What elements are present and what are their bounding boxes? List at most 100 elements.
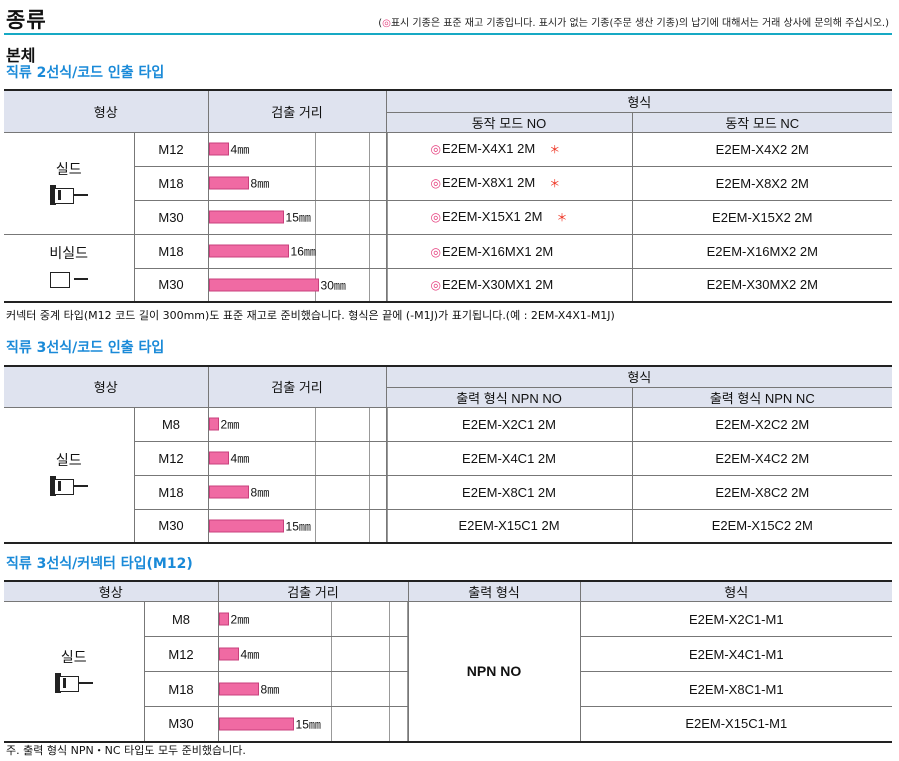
distance-label: 15㎜ [285,210,311,225]
size-cell: M8 [143,601,219,637]
col-distance: 검출 거리 [217,580,409,602]
distance-cell: 8㎜ [217,671,409,707]
col-model: 형식 [579,580,893,602]
model-no-cell: E2EM-X8C1 2M [385,474,633,510]
distance-label: 2㎜ [230,612,250,627]
shielded-sensor-icon [49,184,88,205]
nonshielded-sensor-icon [49,269,88,289]
body-heading: 본체 [6,46,36,65]
col-distance: 검출 거리 [207,365,387,408]
model-cell: E2EM-X4C1-M1 [579,636,893,672]
table-row: M30 30㎜ ◎E2EM-X30MX1 2M E2EM-X30MX2 2M [4,267,893,303]
col-output-no: 출력 형식 NPN NO [385,386,633,408]
col-output: 출력 형식 [407,580,581,602]
distance-cell: 2㎜ [217,601,409,637]
distance-bar [218,682,259,696]
table-row: 실드 M8 2㎜ E2EM-X2C1 2M E2EM-X2C2 2M [4,406,893,544]
model-nc-cell: E2EM-X15C2 2M [631,508,893,544]
nonshielded-shape: 비실드 [4,233,135,303]
distance-bar [208,485,249,499]
section-connector-heading: 직류 3선식/커넥터 타입(M12) [6,556,193,572]
distance-cell: 4㎜ [217,636,409,672]
size-cell: M12 [133,131,209,167]
distance-bar [218,612,229,626]
model-no-cell: ◎E2EM-X30MX1 2M [385,267,633,303]
page-title: 종류 [6,8,47,32]
table-row: 실드 M8 2㎜ NPN NO E2EM-X2C1-M1 [4,601,893,743]
stock-note: (◎표시 기종은 표준 재고 기종입니다. 표시가 없는 기종(주문 생산 기종… [378,18,889,29]
table-row: M30 15㎜ E2EM-X15C1 2M E2EM-X15C2 2M [4,508,893,544]
distance-cell: 2㎜ [207,406,388,442]
col-shape: 형상 [4,89,209,133]
model-nc-cell: E2EM-X16MX2 2M [631,233,893,269]
model-nc-cell: E2EM-X4X2 2M [631,131,893,167]
model-no-cell: E2EM-X2C1 2M [385,406,633,442]
shielded-shape: 실드 [4,601,145,743]
distance-label: 4㎜ [230,142,250,157]
distance-bar [208,451,229,465]
distance-bar [218,717,294,731]
model-cell: E2EM-X15C1-M1 [579,706,893,743]
distance-bar [208,417,219,431]
col-mode-nc: 동작 모드 NC [631,111,893,133]
distance-cell: 30㎜ [207,267,388,303]
col-shape: 형상 [4,580,219,602]
col-output-nc: 출력 형식 NPN NC [631,386,893,408]
model-no-cell: ◎E2EM-X15X1 2M ＊ [385,199,633,235]
section3-footnote: 주. 출력 형식 NPN・NC 타입도 모두 준비했습니다. [6,744,246,757]
model-nc-cell: E2EM-X8C2 2M [631,474,893,510]
model-nc-cell: E2EM-X8X2 2M [631,165,893,201]
distance-cell: 4㎜ [207,131,388,167]
distance-bar [218,647,239,661]
table-row: M18 8㎜ E2EM-X8C1-M1 [4,671,893,707]
size-cell: M18 [133,165,209,201]
model-nc-cell: E2EM-X15X2 2M [631,199,893,235]
col-shape: 형상 [4,365,209,408]
table-row: M18 8㎜ ◎E2EM-X8X1 2M ＊ E2EM-X8X2 2M [4,165,893,201]
size-cell: M18 [143,671,219,707]
distance-bar [208,278,319,292]
distance-bar [208,176,249,190]
output-type-cell: NPN NO [407,601,581,743]
distance-label: 15㎜ [285,519,311,534]
table-row: M18 8㎜ E2EM-X8C1 2M E2EM-X8C2 2M [4,474,893,510]
distance-bar [208,519,284,533]
connector-table: 형상 검출 거리 출력 형식 형식 실드 M8 2㎜ NPN NO E2EM-X2C1-… [4,580,893,743]
distance-cell: 8㎜ [207,165,388,201]
distance-label: 8㎜ [250,485,270,500]
distance-label: 15㎜ [295,717,321,732]
dc3wire-table: 형상 검출 거리 형식 출력 형식 NPN NO 출력 형식 NPN NC 실드… [4,365,893,544]
distance-label: 4㎜ [230,451,250,466]
table-row: 비실드 M18 16㎜ ◎E2EM-X16MX1 2M E2EM-X16MX2 2M [4,233,893,303]
dc2wire-table: 형상 검출 거리 형식 동작 모드 NO 동작 모드 NC 실드 M12 4㎜ ◎E2… [4,89,893,303]
col-mode-no: 동작 모드 NO [385,111,633,133]
shielded-sensor-icon [54,672,93,693]
table-row: M12 4㎜ E2EM-X4C1-M1 [4,636,893,672]
shielded-shape: 실드 [4,131,135,235]
size-cell: M18 [133,233,209,269]
model-no-cell: ◎E2EM-X4X1 2M ＊ [385,131,633,167]
model-nc-cell: E2EM-X4C2 2M [631,440,893,476]
table-row: 실드 M12 4㎜ ◎E2EM-X4X1 2M ＊ E2EM-X4X2 2M [4,131,893,235]
size-cell: M12 [143,636,219,672]
model-no-cell: ◎E2EM-X8X1 2M ＊ [385,165,633,201]
distance-bar [208,142,229,156]
size-cell: M12 [133,440,209,476]
size-cell: M30 [133,199,209,235]
distance-bar [208,244,289,258]
distance-bar [208,210,284,224]
col-model: 형식 [385,365,893,388]
model-cell: E2EM-X2C1-M1 [579,601,893,637]
distance-cell: 8㎜ [207,474,388,510]
distance-cell: 4㎜ [207,440,388,476]
model-cell: E2EM-X8C1-M1 [579,671,893,707]
title-divider [4,33,892,35]
model-no-cell: E2EM-X4C1 2M [385,440,633,476]
table-row: M30 15㎜ ◎E2EM-X15X1 2M ＊ E2EM-X15X2 2M [4,199,893,235]
size-cell: M18 [133,474,209,510]
distance-label: 8㎜ [260,682,280,697]
distance-cell: 15㎜ [217,706,409,743]
section1-footnote: 커넥터 중계 타입(M12 코드 길이 300mm)도 표준 재고로 준비했습니… [6,309,615,322]
model-no-cell: E2EM-X15C1 2M [385,508,633,544]
standard-stock-mark: ◎ [382,18,391,29]
